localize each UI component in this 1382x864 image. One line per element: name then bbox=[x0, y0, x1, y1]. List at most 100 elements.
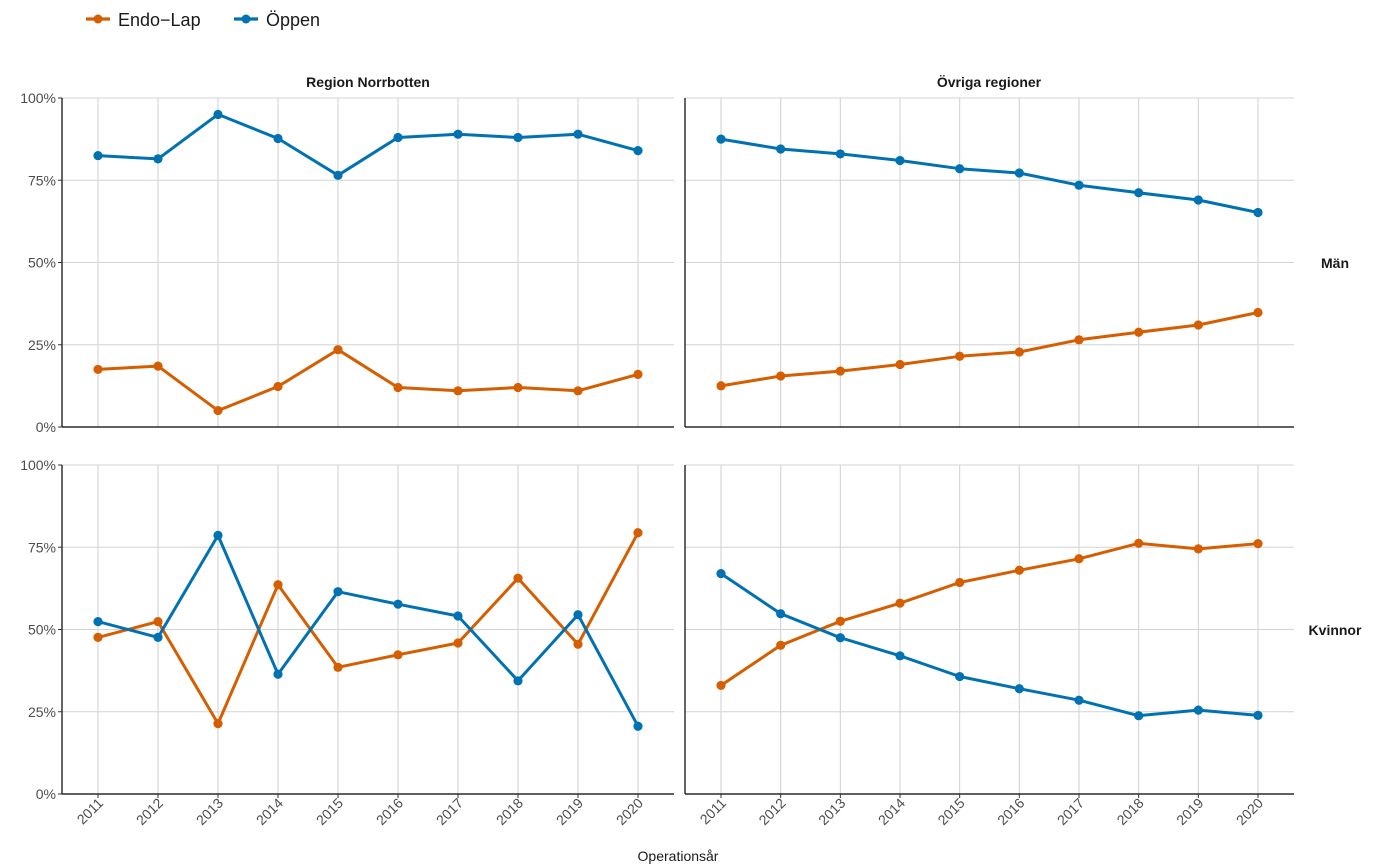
x-tick-label: 2014 bbox=[875, 795, 908, 828]
data-point-endo-lap bbox=[955, 577, 965, 588]
data-point-oppen bbox=[453, 129, 463, 139]
data-point-endo-lap bbox=[895, 598, 905, 608]
x-tick-label: 2017 bbox=[1054, 795, 1087, 828]
data-point-endo-lap bbox=[1253, 539, 1263, 549]
data-point-oppen bbox=[1074, 180, 1084, 190]
data-point-endo-lap bbox=[835, 616, 845, 626]
data-point-endo-lap bbox=[716, 381, 726, 391]
data-point-oppen bbox=[93, 617, 103, 627]
data-point-oppen bbox=[393, 132, 403, 143]
series-line-oppen bbox=[720, 137, 1259, 214]
x-tick-label: 2017 bbox=[433, 795, 466, 828]
data-point-oppen bbox=[1074, 695, 1084, 705]
data-point-oppen bbox=[273, 133, 283, 144]
series-line-endo-lap bbox=[97, 348, 639, 413]
data-point-oppen bbox=[213, 530, 223, 541]
x-axis-title: Operationsår bbox=[638, 848, 719, 864]
series-line-endo-lap bbox=[97, 532, 640, 726]
data-point-endo-lap bbox=[513, 382, 523, 393]
data-point-oppen bbox=[955, 671, 965, 682]
y-tick-label: 100% bbox=[20, 90, 56, 106]
data-point-endo-lap bbox=[333, 345, 343, 355]
data-point-endo-lap bbox=[273, 381, 283, 392]
data-point-oppen bbox=[1253, 207, 1263, 218]
data-point-endo-lap bbox=[93, 632, 103, 642]
data-point-oppen bbox=[1193, 705, 1203, 715]
data-point-endo-lap bbox=[1014, 347, 1024, 357]
data-point-oppen bbox=[453, 611, 463, 621]
data-point-endo-lap bbox=[895, 359, 905, 370]
data-point-endo-lap bbox=[393, 382, 403, 393]
data-point-oppen bbox=[716, 568, 726, 579]
legend-label-endo-lap: Endo−Lap bbox=[118, 10, 201, 30]
x-tick-label: 2015 bbox=[934, 795, 967, 828]
y-tick-label: 25% bbox=[28, 704, 56, 720]
x-tick-label: 2014 bbox=[253, 795, 286, 828]
x-tick-label: 2013 bbox=[815, 795, 848, 828]
data-point-oppen bbox=[1253, 710, 1263, 720]
data-point-oppen bbox=[633, 721, 643, 731]
data-point-endo-lap bbox=[93, 364, 103, 375]
data-point-oppen bbox=[513, 676, 523, 686]
series-line-oppen bbox=[720, 572, 1259, 718]
data-point-oppen bbox=[1014, 168, 1024, 178]
legend-key-oppen-point bbox=[241, 14, 251, 24]
legend: Endo−Lap Öppen bbox=[86, 10, 320, 30]
x-tick-label: 2016 bbox=[994, 795, 1027, 828]
series-line-oppen bbox=[97, 112, 639, 177]
data-point-oppen bbox=[153, 154, 163, 164]
data-point-endo-lap bbox=[573, 386, 583, 396]
data-point-oppen bbox=[393, 599, 403, 609]
data-point-endo-lap bbox=[453, 386, 463, 396]
data-point-endo-lap bbox=[1014, 565, 1024, 575]
x-tick-label: 2011 bbox=[697, 795, 730, 828]
y-tick-label: 50% bbox=[28, 622, 56, 638]
data-point-endo-lap bbox=[1074, 335, 1084, 345]
x-tick-label: 2018 bbox=[493, 795, 526, 828]
y-tick-label: 75% bbox=[28, 172, 56, 188]
legend-key-endo-lap-point bbox=[93, 14, 103, 24]
series-line-endo-lap bbox=[720, 541, 1259, 687]
row-title-man: Män bbox=[1321, 255, 1349, 271]
panel-ovriga-regioner-kvinnor: 2011 2012 2013 2014 2015 2016 2017 2018 2019 2020 bbox=[684, 464, 1294, 828]
data-point-oppen bbox=[895, 651, 905, 661]
data-point-oppen bbox=[1193, 195, 1203, 205]
data-point-oppen bbox=[153, 632, 163, 642]
data-point-oppen bbox=[513, 132, 523, 143]
data-point-endo-lap bbox=[333, 662, 343, 672]
row-title-kvinnor: Kvinnor bbox=[1309, 622, 1362, 638]
data-point-oppen bbox=[895, 155, 905, 166]
data-point-endo-lap bbox=[1193, 544, 1203, 554]
y-tick-label: 0% bbox=[36, 419, 56, 435]
data-point-endo-lap bbox=[1074, 554, 1084, 564]
data-point-oppen bbox=[835, 149, 845, 159]
data-point-oppen bbox=[955, 164, 965, 174]
x-tick-label: 2013 bbox=[193, 795, 226, 828]
data-point-endo-lap bbox=[1193, 320, 1203, 330]
x-tick-label: 2016 bbox=[373, 795, 406, 828]
y-tick-label: 25% bbox=[28, 337, 56, 353]
panel-region-norrbotten-kvinnor: 0% 25% 50% 75% 100% 2011 2012 2013 2014 2015 2016 2… bbox=[20, 457, 674, 828]
data-point-oppen bbox=[273, 669, 283, 679]
column-title-ovriga-regioner: Övriga regioner bbox=[937, 74, 1042, 90]
panel-region-norrbotten-man: 0% 25% 50% 75% 100% bbox=[20, 90, 674, 435]
data-point-oppen bbox=[776, 144, 786, 154]
data-point-endo-lap bbox=[213, 405, 223, 416]
x-tick-label: 2020 bbox=[1233, 795, 1266, 828]
data-point-endo-lap bbox=[776, 640, 786, 650]
data-point-endo-lap bbox=[513, 573, 523, 583]
data-point-oppen bbox=[776, 609, 786, 619]
series-line-endo-lap bbox=[720, 311, 1259, 388]
data-point-endo-lap bbox=[633, 369, 643, 379]
data-point-endo-lap bbox=[453, 638, 463, 648]
x-tick-label: 2015 bbox=[313, 795, 346, 828]
column-title-region-norrbotten: Region Norrbotten bbox=[306, 74, 430, 90]
data-point-endo-lap bbox=[955, 351, 965, 361]
data-point-oppen bbox=[835, 633, 845, 643]
data-point-oppen bbox=[1134, 188, 1144, 198]
x-tick-label: 2012 bbox=[755, 795, 788, 828]
x-tick-label: 2020 bbox=[613, 795, 646, 828]
data-point-endo-lap bbox=[1253, 307, 1263, 318]
legend-label-oppen: Öppen bbox=[266, 10, 320, 30]
data-point-oppen bbox=[93, 150, 103, 161]
